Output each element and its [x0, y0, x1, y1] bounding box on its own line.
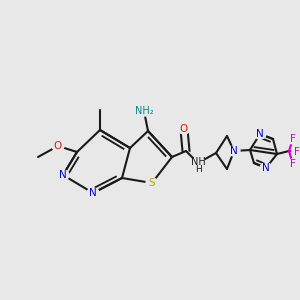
Ellipse shape — [134, 106, 154, 116]
Text: NH: NH — [190, 157, 206, 167]
Ellipse shape — [228, 146, 240, 156]
Ellipse shape — [292, 147, 300, 157]
Text: N: N — [230, 146, 238, 156]
Text: O: O — [180, 124, 188, 134]
Text: H: H — [195, 166, 201, 175]
Text: O: O — [54, 141, 62, 151]
Text: N: N — [256, 129, 264, 139]
Text: F: F — [294, 147, 300, 157]
Text: N: N — [89, 188, 97, 198]
Text: N: N — [59, 170, 67, 180]
Ellipse shape — [288, 134, 298, 144]
Ellipse shape — [57, 170, 69, 180]
Text: F: F — [290, 159, 296, 169]
Text: NH₂: NH₂ — [135, 106, 153, 116]
Text: N: N — [262, 163, 270, 173]
Ellipse shape — [178, 124, 190, 134]
Ellipse shape — [146, 178, 158, 188]
Ellipse shape — [52, 141, 64, 151]
Ellipse shape — [254, 129, 266, 139]
Ellipse shape — [87, 188, 99, 198]
Text: F: F — [290, 134, 296, 144]
Ellipse shape — [190, 158, 206, 168]
Text: S: S — [149, 178, 155, 188]
Ellipse shape — [288, 159, 298, 169]
Ellipse shape — [260, 163, 272, 173]
